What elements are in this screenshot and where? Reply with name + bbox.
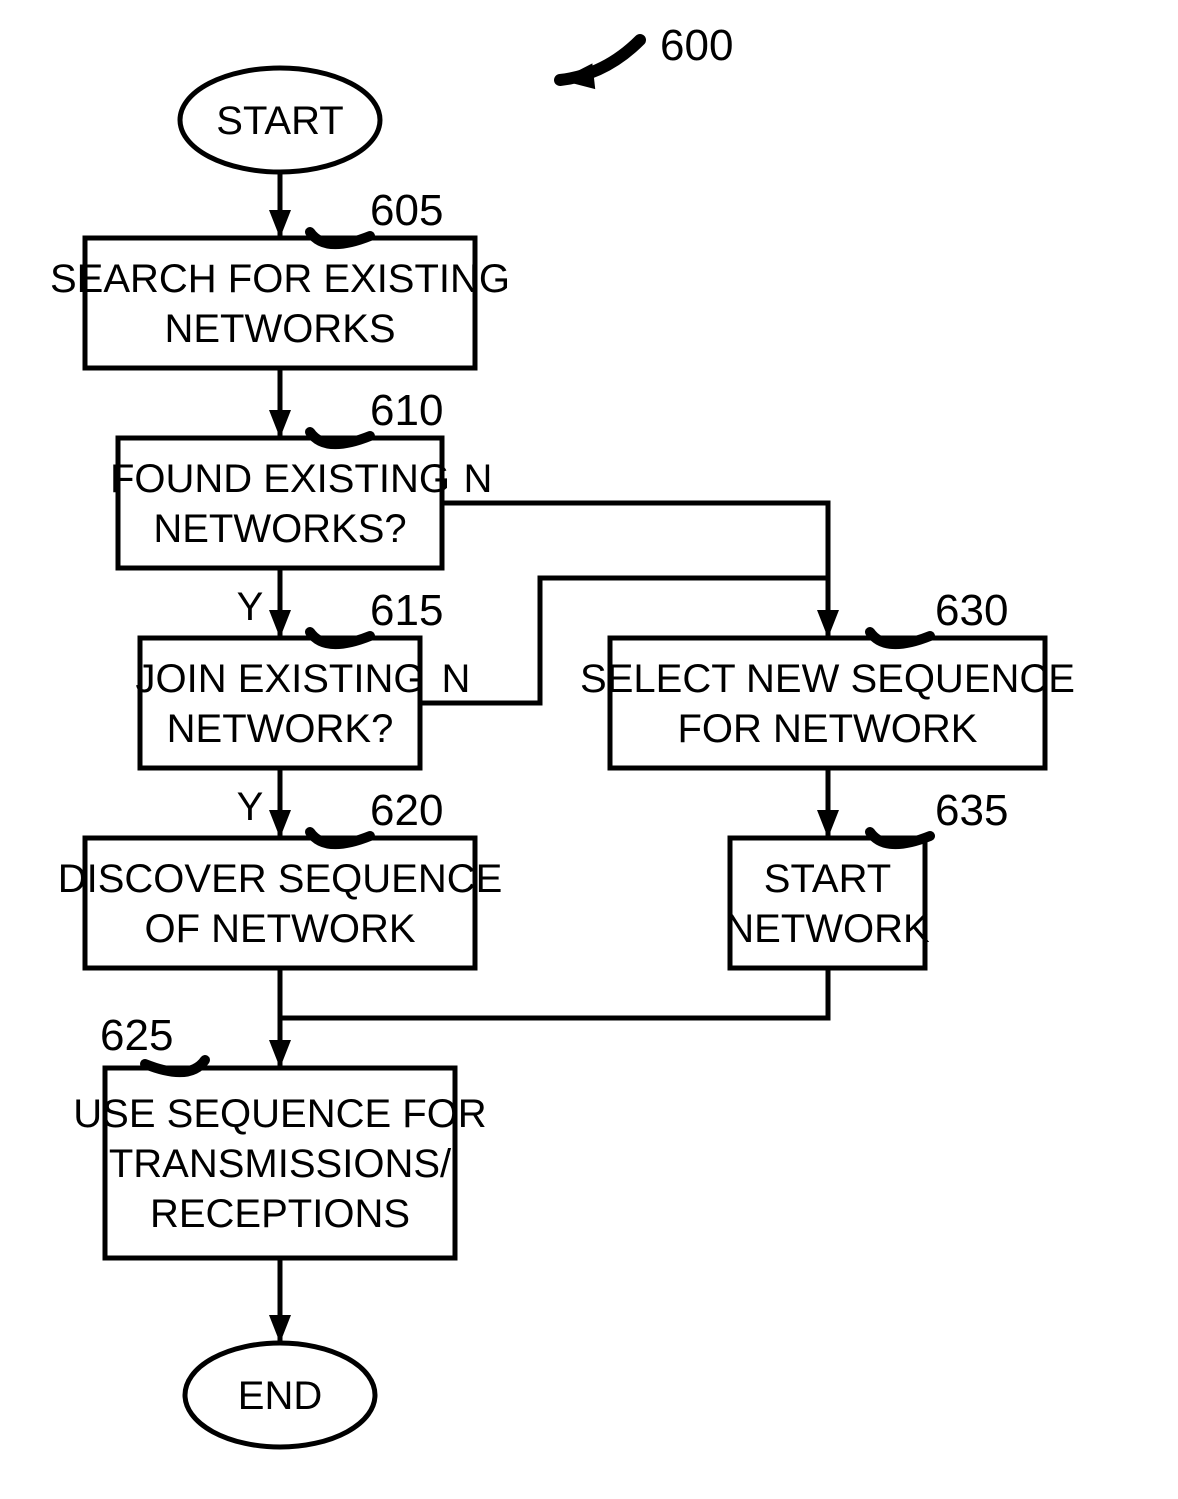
svg-text:START: START [216,99,343,143]
svg-text:TRANSMISSIONS/: TRANSMISSIONS/ [109,1142,452,1186]
svg-text:OF NETWORK: OF NETWORK [144,907,415,951]
svg-text:600: 600 [660,21,733,70]
svg-text:NETWORKS?: NETWORKS? [153,507,406,551]
svg-text:625: 625 [100,1011,173,1060]
svg-text:JOIN EXISTING: JOIN EXISTING [136,657,425,701]
svg-text:END: END [238,1374,322,1418]
svg-text:N: N [464,457,493,501]
node-n635: START NETWORK 635 [725,786,1008,968]
svg-text:NETWORKS: NETWORKS [164,307,395,351]
svg-text:DISCOVER SEQUENCE: DISCOVER SEQUENCE [58,857,503,901]
svg-text:NETWORK?: NETWORK? [167,707,394,751]
svg-text:USE SEQUENCE FOR: USE SEQUENCE FOR [73,1092,486,1136]
svg-text:610: 610 [370,386,443,435]
node-start: START [180,68,380,172]
svg-text:RECEPTIONS: RECEPTIONS [150,1192,410,1236]
svg-text:NETWORK: NETWORK [725,907,930,951]
node-end: END [185,1343,375,1447]
svg-text:START: START [764,857,891,901]
svg-text:Y: Y [237,785,264,829]
svg-text:635: 635 [935,786,1008,835]
svg-text:630: 630 [935,586,1008,635]
svg-text:SELECT NEW SEQUENCE: SELECT NEW SEQUENCE [580,657,1075,701]
svg-text:FOR NETWORK: FOR NETWORK [678,707,978,751]
svg-text:615: 615 [370,586,443,635]
svg-text:605: 605 [370,186,443,235]
svg-text:620: 620 [370,786,443,835]
flowchart-figure: Y Y N N START SEARCH FOR EXISTING NETWORKS 605 F… [0,0,1178,1499]
svg-text:SEARCH FOR EXISTING: SEARCH FOR EXISTING [50,257,510,301]
svg-text:Y: Y [237,585,264,629]
svg-text:FOUND EXISTING: FOUND EXISTING [110,457,450,501]
svg-text:N: N [442,657,471,701]
